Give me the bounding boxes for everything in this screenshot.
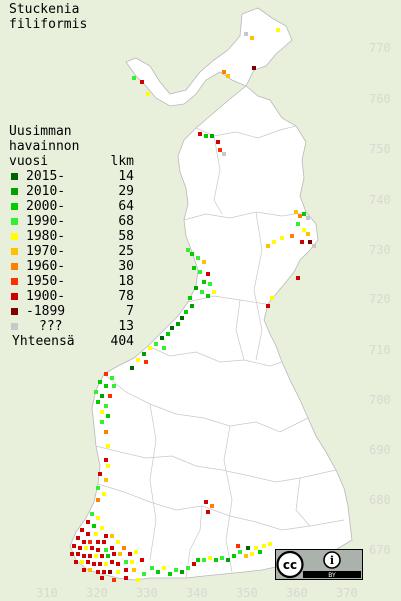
legend-swatch	[11, 233, 18, 240]
legend-year-label: 2000-	[26, 199, 66, 214]
legend-count: 7	[126, 304, 134, 319]
legend-swatch	[11, 323, 18, 330]
legend-entry: 1990- 68	[9, 214, 134, 229]
legend-year-label: 1900-	[26, 289, 66, 304]
y-tick-740: 740	[369, 193, 391, 207]
y-tick-750: 750	[369, 142, 391, 156]
legend-entry: 2015- 14	[9, 169, 134, 184]
legend-count: 25	[118, 244, 134, 259]
legend-year-label: -1899	[26, 304, 66, 319]
legend-entry: 1980- 58	[9, 229, 134, 244]
observation-squares	[70, 28, 316, 582]
y-tick-770: 770	[369, 41, 391, 55]
legend-count: 18	[118, 274, 134, 289]
legend-swatch	[11, 218, 18, 225]
legend-count: 78	[118, 289, 134, 304]
legend-year-label: 1950-	[26, 274, 66, 289]
legend-count: 30	[118, 259, 134, 274]
x-tick-340: 340	[186, 586, 208, 600]
y-tick-720: 720	[369, 292, 391, 306]
by-text: BY	[328, 572, 336, 579]
legend-swatch	[11, 203, 18, 210]
y-tick-730: 730	[369, 243, 391, 257]
y-tick-710: 710	[369, 343, 391, 357]
legend-swatch	[11, 173, 18, 180]
x-tick-360: 360	[286, 586, 308, 600]
legend-total-count: 404	[110, 334, 134, 349]
cc-logo-icon	[276, 550, 304, 579]
legend-total: Yhteensä 404	[9, 334, 134, 349]
legend-year-label: ???	[39, 319, 63, 334]
legend-year-label: 1960-	[26, 259, 66, 274]
legend-entry: 1970- 25	[9, 244, 134, 259]
legend-entry: 1900- 78	[9, 289, 134, 304]
x-tick-320: 320	[86, 586, 108, 600]
title-genus: Stuckenia	[9, 2, 80, 17]
y-tick-760: 760	[369, 92, 391, 106]
legend-col-year: vuosi	[9, 154, 49, 169]
legend-entry: ??? 13	[9, 319, 134, 334]
legend-count: 58	[118, 229, 134, 244]
legend-count: 68	[118, 214, 134, 229]
title-species: filiformis	[9, 17, 88, 32]
map-title: Stuckenia filiformis	[9, 2, 87, 32]
legend-count: 64	[118, 199, 134, 214]
legend-count: 14	[118, 169, 134, 184]
legend: Uusimman havainnon vuosi lkm 2015- 14 2010…	[9, 124, 134, 349]
legend-column-headers: vuosi lkm	[9, 154, 134, 169]
legend-entry: 1960- 30	[9, 259, 134, 274]
legend-heading-2: havainnon	[9, 139, 80, 154]
y-tick-700: 700	[369, 393, 391, 407]
legend-count: 29	[118, 184, 134, 199]
legend-swatch	[11, 293, 18, 300]
y-tick-680: 680	[369, 493, 391, 507]
y-tick-690: 690	[369, 443, 391, 457]
x-tick-370: 370	[336, 586, 358, 600]
legend-year-label: 1970-	[26, 244, 66, 259]
by-glyph: i	[330, 554, 334, 567]
legend-total-label: Yhteensä	[12, 334, 75, 349]
legend-swatch	[11, 248, 18, 255]
legend-year-label: 2010-	[26, 184, 66, 199]
legend-swatch	[11, 308, 18, 315]
cc-by-license-badge[interactable]: cc i BY	[275, 549, 363, 580]
legend-year-label: 2015-	[26, 169, 66, 184]
legend-entry: 1950- 18	[9, 274, 134, 289]
legend-year-label: 1980-	[26, 229, 66, 244]
legend-heading-1: Uusimman	[9, 124, 72, 139]
legend-entry: 2010- 29	[9, 184, 134, 199]
legend-year-label: 1990-	[26, 214, 66, 229]
legend-swatch	[11, 188, 18, 195]
x-tick-330: 330	[136, 586, 158, 600]
legend-swatch	[11, 263, 18, 270]
legend-entry: -1899 7	[9, 304, 134, 319]
y-tick-670: 670	[369, 543, 391, 557]
cc-glyph: cc	[283, 558, 297, 572]
x-tick-350: 350	[236, 586, 258, 600]
legend-entry: 2000- 64	[9, 199, 134, 214]
region-borders	[95, 125, 345, 579]
x-tick-310: 310	[36, 586, 58, 600]
legend-count: 13	[118, 319, 134, 334]
legend-swatch	[11, 278, 18, 285]
attribution-person-icon	[323, 551, 341, 569]
finland-landmass	[69, 7, 353, 581]
legend-col-count: lkm	[110, 154, 134, 169]
legend-entries: 2015- 14 2010- 29 2000- 64 1990- 68 1980- 58 1970-…	[9, 169, 134, 334]
